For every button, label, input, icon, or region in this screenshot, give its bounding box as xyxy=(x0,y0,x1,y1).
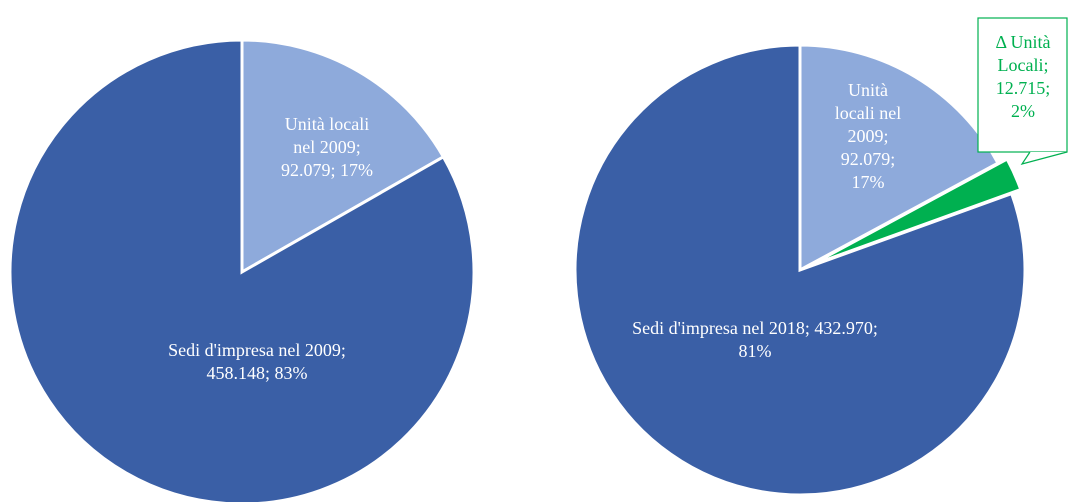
label-line: Unità locali xyxy=(285,114,369,134)
label-line: nel 2009; xyxy=(293,137,361,157)
label-line: Sedi d'impresa nel 2009; xyxy=(168,340,346,360)
data-label: Sedi d'impresa nel 2009; 458.148; 83% xyxy=(168,340,346,383)
data-label: Unità locali nel 2009; 92.079; 17% xyxy=(281,114,373,180)
label-line: 2% xyxy=(1011,101,1035,121)
label-line: Δ Unità xyxy=(995,32,1050,52)
data-label: Sedi d'impresa nel 2018; 432.970; 81% xyxy=(632,318,878,361)
pie-slice xyxy=(808,157,1023,268)
label-line: Sedi d'impresa nel 2018; 432.970; xyxy=(632,318,878,338)
label-line: 12.715; xyxy=(996,78,1051,98)
label-line: 92.079; 17% xyxy=(281,160,373,180)
label-line: 81% xyxy=(739,341,772,361)
label-line: Locali; xyxy=(998,55,1049,75)
data-label: Δ Unità Locali; 12.715; 2% xyxy=(995,32,1050,121)
label-line: 92.079; xyxy=(841,149,896,169)
label-line: 458.148; 83% xyxy=(207,363,308,383)
data-label: Unità locali nel 2009; 92.079; 17% xyxy=(835,80,901,192)
pie-slice xyxy=(240,38,446,275)
callout-box xyxy=(977,17,1068,153)
label-line: locali nel xyxy=(835,103,901,123)
label-line: 2009; xyxy=(847,126,888,146)
label-line: Unità xyxy=(848,80,888,100)
pie-slice xyxy=(573,43,1027,497)
pie-slice xyxy=(8,38,476,502)
callout-pointer xyxy=(1020,151,1068,165)
label-line: 17% xyxy=(852,172,885,192)
